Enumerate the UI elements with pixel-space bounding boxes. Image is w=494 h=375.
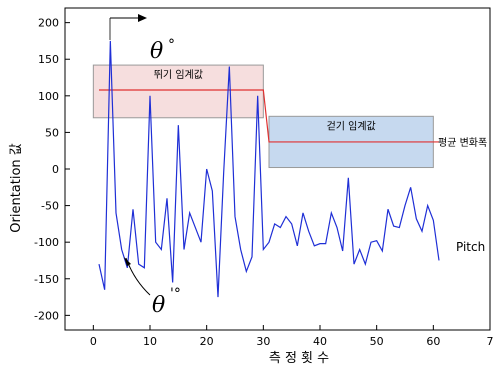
run-threshold-label: 뛰기 임계값 <box>154 68 203 81</box>
x-tick-label: 50 <box>370 335 384 348</box>
mean-threshold-line-0 <box>99 89 439 143</box>
theta-degree-top: ° <box>168 37 175 53</box>
x-tick-label: 7 <box>487 335 494 348</box>
y-tick-label: -100 <box>34 236 59 249</box>
data-series <box>98 40 440 298</box>
theta-degree-bottom: '° <box>170 286 181 302</box>
y-axis-title: Orientation 값 <box>9 143 24 233</box>
x-tick-label: 60 <box>426 335 440 348</box>
threshold-lines <box>99 89 439 143</box>
x-tick-label: 10 <box>143 335 157 348</box>
threshold-regions <box>92 64 434 169</box>
y-tick-label: 100 <box>38 90 59 103</box>
x-tick-label: 40 <box>313 335 327 348</box>
threshold-region-0 <box>92 64 264 119</box>
y-tick-label: -50 <box>41 200 59 213</box>
y-tick-label: 0 <box>52 163 59 176</box>
theta-symbol-top: θ <box>150 39 163 64</box>
x-tick-label: 0 <box>90 335 97 348</box>
y-tick-label: 150 <box>38 53 59 66</box>
mean-change-label: 평균 변화폭 <box>438 137 487 149</box>
x-tick-label: 20 <box>200 335 214 348</box>
series-label-pitch: Pitch <box>456 240 485 254</box>
y-tick-label: -150 <box>34 273 59 286</box>
y-tick-label: 50 <box>45 126 59 139</box>
theta-symbol-bottom: θ <box>152 293 165 318</box>
y-tick-label: -200 <box>34 309 59 322</box>
y-tick-label: 200 <box>38 17 59 30</box>
series-line-pitch <box>98 40 440 298</box>
x-tick-label: 30 <box>256 335 270 348</box>
theta-arrow-bottom-head <box>124 257 131 266</box>
y-axis-ticks: 200 150 100 50 0 -50 -100 -150 -200 <box>34 17 70 322</box>
walk-threshold-label: 걷기 임계값 <box>327 119 376 132</box>
x-axis-title: 측 정 횟 수 <box>269 351 329 366</box>
x-axis-ticks: 0 10 20 30 40 50 60 7 <box>90 325 494 348</box>
theta-arrow-head <box>138 14 147 22</box>
